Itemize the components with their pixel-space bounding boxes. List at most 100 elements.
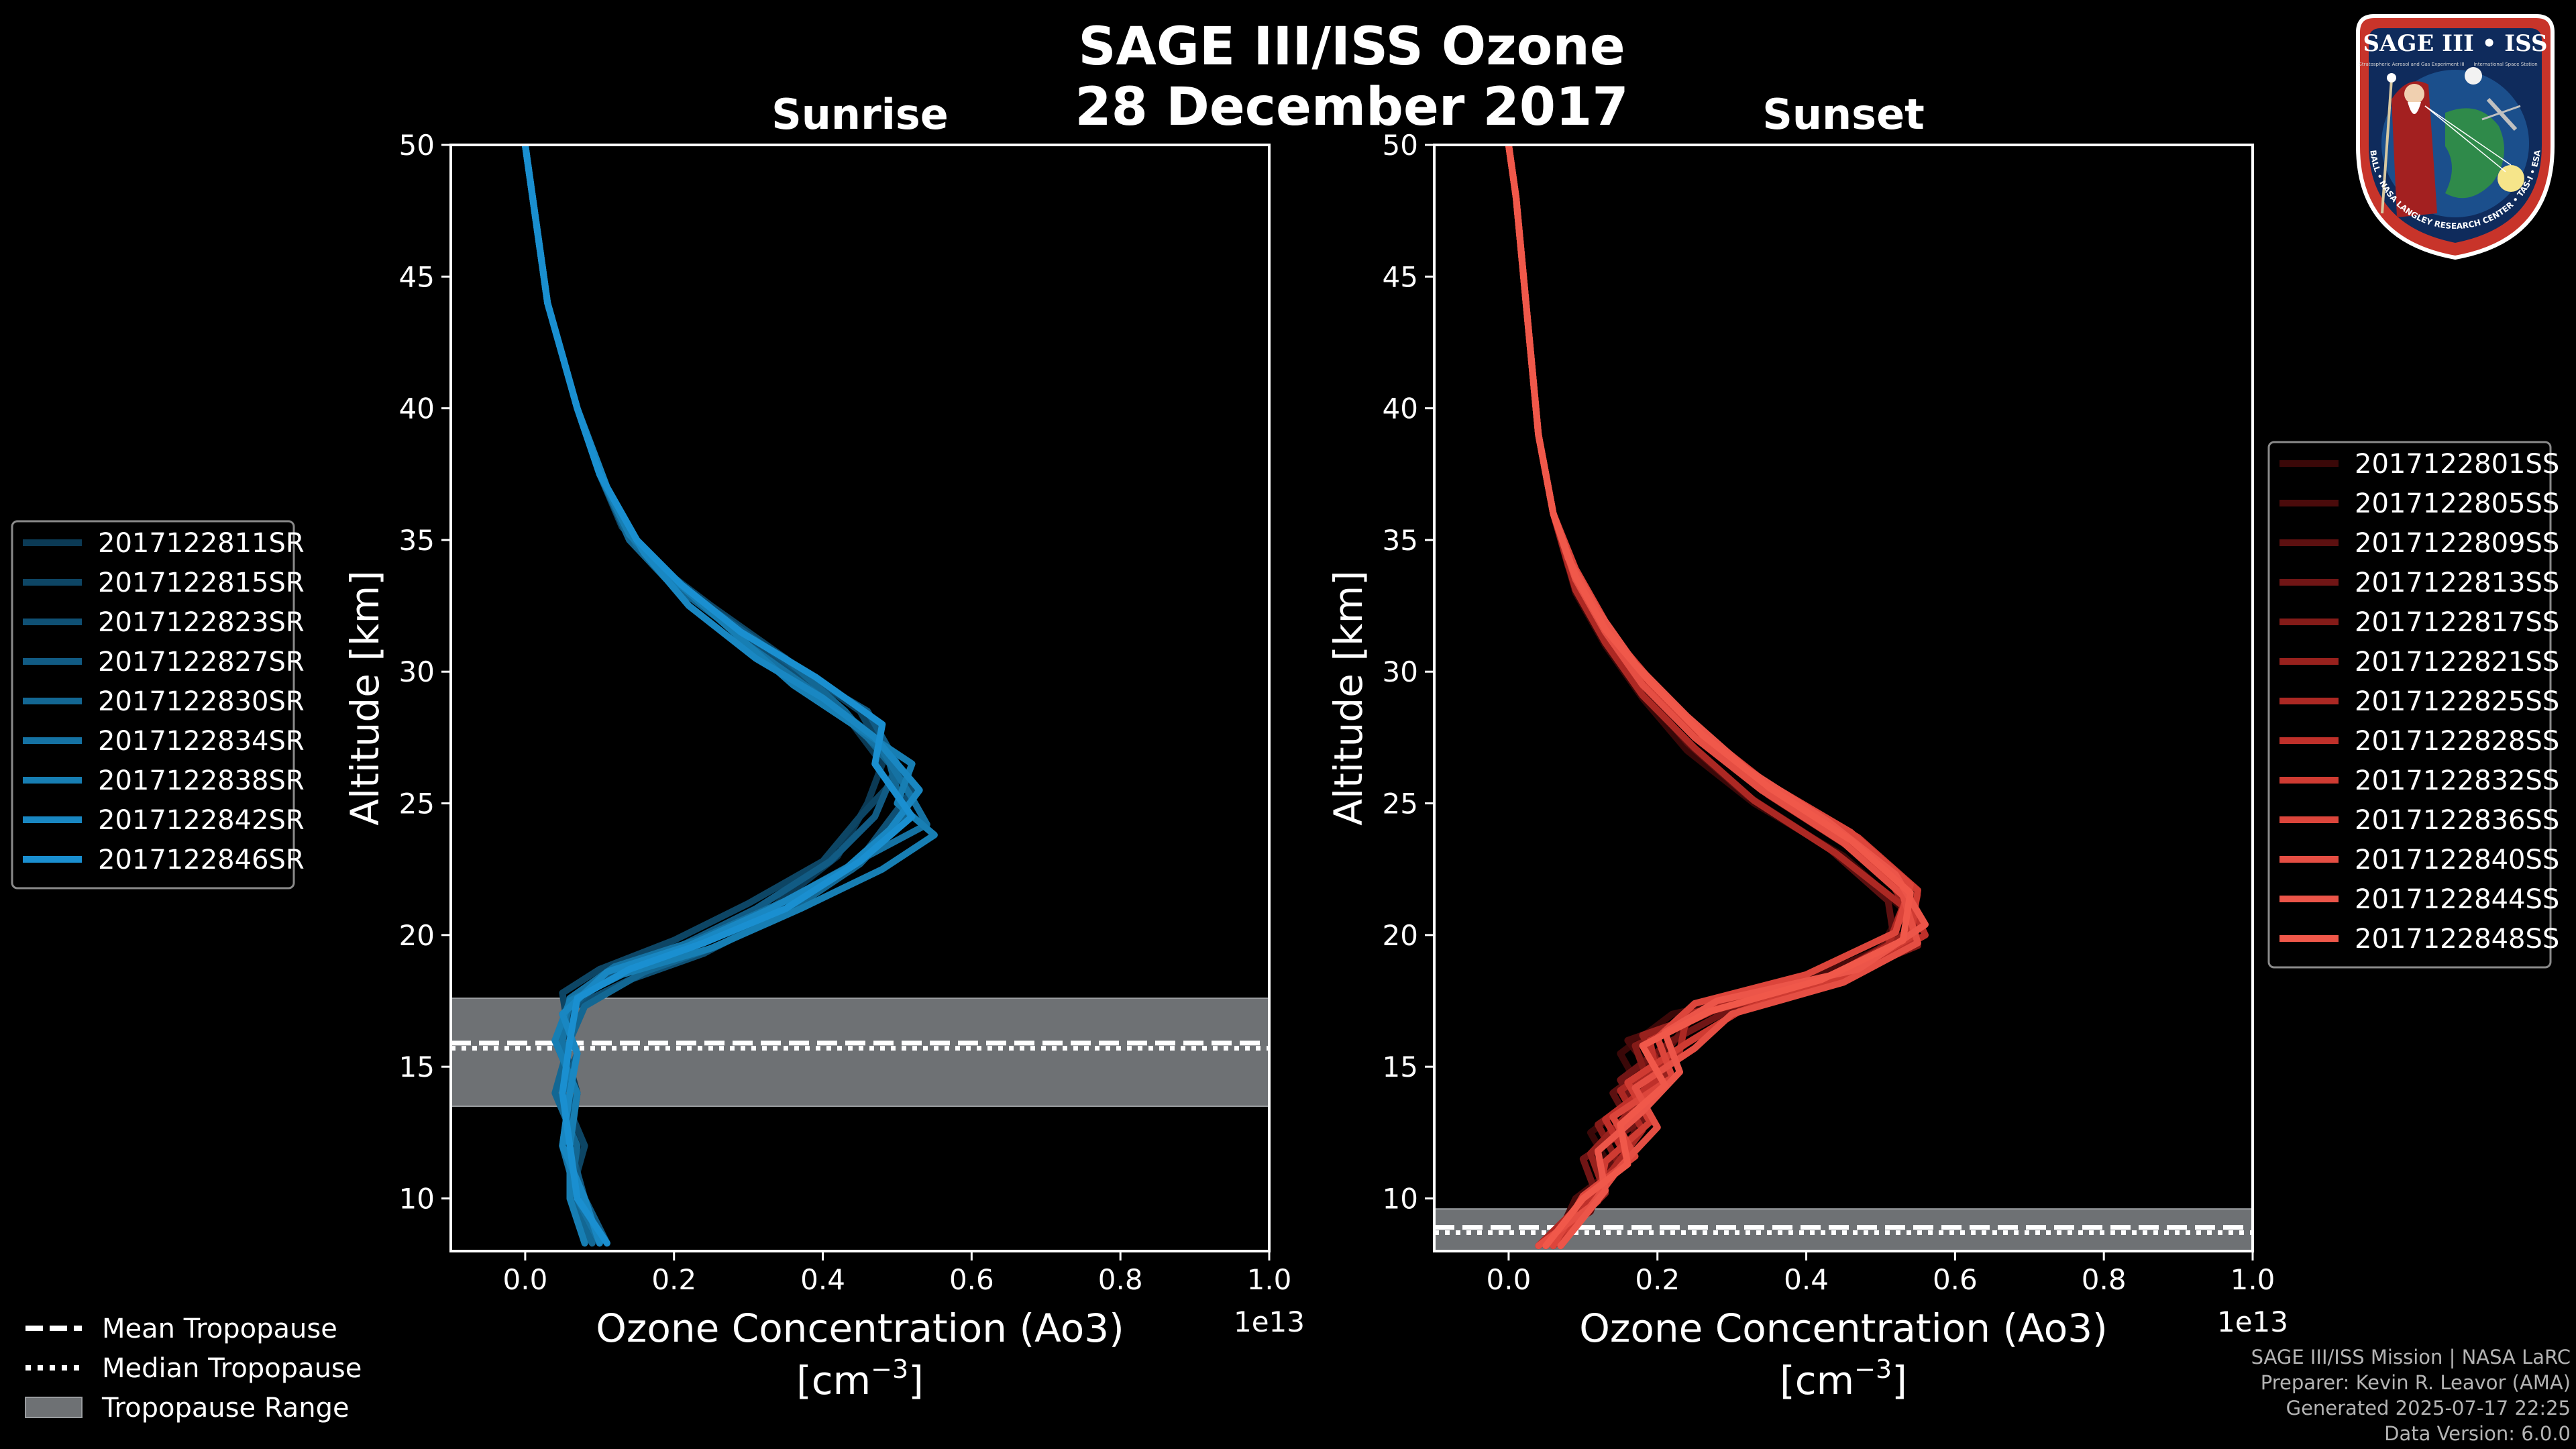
legend-label: 2017122834SR [98,726,305,757]
legend-item: 2017122846SR [23,845,305,875]
credits-mission: SAGE III/ISS Mission | NASA LaRC [2251,1346,2571,1368]
credits-generated: Generated 2025-07-17 22:25 [2286,1397,2571,1419]
sunrise-panel: 0.0 0.2 0.4 0.6 0.8 1.0 10 15 20 25 30 35 40 45 50 1e13… [11,90,1305,1403]
legend-label: 2017122846SR [98,845,305,875]
credits-data-version: Data Version: 6.0.0 [2384,1422,2571,1445]
x-tick-label: 0.6 [1933,1263,1978,1296]
x-tick-label: 0.0 [503,1263,548,1296]
legend-mean-tropopause: Mean Tropopause [25,1313,337,1344]
sunset-panel: 0.0 0.2 0.4 0.6 0.8 1.0 10 15 20 25 30 35 40 45 50 1e13… [1326,90,2559,1403]
legend-box [11,520,295,890]
legend-label: 2017122801SS [2355,449,2559,480]
legend-label: 2017122805SS [2355,488,2559,519]
legend-item: 2017122832SS [2279,765,2559,796]
legend-median-tropopause: Median Tropopause [25,1353,362,1384]
series-line-2017122805SS [1505,145,1921,1250]
legend-label: 2017122827SR [98,647,305,678]
legend-tropopause-range: Tropopause Range [25,1393,350,1424]
legend-item: 2017122805SS [2279,488,2559,519]
legend-label: 2017122821SS [2355,647,2559,678]
panel-title: Sunset [1762,90,1925,139]
tropopause-range-band [451,998,1269,1108]
y-axis-label: Altitude [km] [1326,570,1371,825]
series-line-2017122836SS [1505,145,1914,1250]
figure-subtitle: 28 December 2017 [1075,77,1628,138]
legend-item: 2017122809SS [2279,528,2559,559]
legend-item: 2017122830SR [23,686,305,717]
y-tick-label: 20 [1383,919,1418,952]
credits-block: SAGE III/ISS Mission | NASA LaRC Prepare… [2251,1344,2571,1446]
legend-label: 2017122832SS [2355,765,2559,796]
legend-label: 2017122842SR [98,805,305,836]
y-tick-label: 25 [1383,788,1418,820]
series-line-2017122848SS [1505,145,1914,1250]
x-axis-units: [cm−3] [796,1354,924,1403]
axes-frame [449,144,1271,1252]
legend-label: Tropopause Range [101,1393,350,1424]
series-line-2017122801SS [1505,145,1907,1250]
series-line-2017122828SS [1505,145,1929,1250]
legend-item: 2017122823SR [23,607,305,638]
x-axis-label: Ozone Concentration (Ao3) [1579,1305,2108,1351]
x-tick-label: 1.0 [2231,1263,2275,1296]
credits-preparer: Preparer: Kevin R. Leavor (AMA) [2260,1371,2571,1394]
y-tick-label: 50 [1383,129,1418,162]
legend-item: 2017122811SR [23,528,305,559]
series-legend: 2017122801SS 2017122805SS 2017122809SS 2017… [2267,441,2559,969]
series-line-2017122840SS [1505,145,1921,1250]
y-tick-label: 30 [1383,655,1418,688]
series-line-2017122813SS [1505,145,1914,1250]
legend-label: 2017122815SR [98,568,305,598]
figure-title: SAGE III/ISS Ozone [1078,17,1625,77]
legend-label: 2017122825SS [2355,686,2559,717]
legend-item: 2017122815SR [23,568,305,598]
legend-item: 2017122801SS [2279,449,2559,480]
y-tick-label: 40 [399,392,435,425]
legend-label: Mean Tropopause [102,1313,337,1344]
legend-label: 2017122840SS [2355,845,2559,875]
y-tick-label: 25 [399,788,435,820]
sage-iii-iss-logo: SAGE III • ISS Stratospheric Aerosol and… [2345,12,2566,262]
x-tick-label: 0.0 [1487,1263,1532,1296]
y-tick-label: 15 [1383,1051,1418,1083]
legend-item: 2017122825SS [2279,686,2559,717]
legend-label: 2017122836SS [2355,805,2559,836]
x-tick-label: 0.2 [1635,1263,1680,1296]
legend-label: 2017122830SR [98,686,305,717]
x-tick-label: 1.0 [1247,1263,1292,1296]
x-tick-label: 0.4 [800,1263,845,1296]
legend-item: 2017122848SS [2279,924,2559,955]
logo-inner-left: Stratospheric Aerosol and Gas Experiment… [2359,62,2464,67]
panel-title: Sunrise [771,90,949,139]
y-tick-label: 40 [1383,392,1418,425]
x-scale-multiplier: 1e13 [1234,1305,1305,1338]
y-tick-label: 35 [1383,524,1418,557]
logo-inner-right: International Space Station [2473,62,2537,67]
legend-label: Median Tropopause [102,1353,362,1384]
x-tick-label: 0.6 [949,1263,994,1296]
legend-swatch [25,1397,83,1418]
legend-box [2267,441,2552,969]
legend-label: 2017122848SS [2355,924,2559,955]
legend-label: 2017122813SS [2355,568,2559,598]
x-tick-label: 0.8 [1098,1263,1143,1296]
legend-label: 2017122838SR [98,765,305,796]
series-legend: 2017122811SR 2017122815SR 2017122823SR 2017… [11,520,305,890]
y-tick-label: 30 [399,655,435,688]
y-tick-label: 10 [399,1182,435,1215]
legend-item: 2017122836SS [2279,805,2559,836]
legend-item: 2017122827SR [23,647,305,678]
x-axis-units: [cm−3] [1780,1354,1907,1403]
tropopause-legend: Mean Tropopause Median Tropopause Tropopau… [25,1313,362,1424]
series-line-2017122844SS [1505,145,1929,1250]
legend-item: 2017122834SR [23,726,305,757]
x-tick-label: 0.4 [1784,1263,1829,1296]
x-tick-label: 0.2 [651,1263,696,1296]
series-line-2017122832SS [1505,145,1921,1250]
legend-item: 2017122821SS [2279,647,2559,678]
legend-item: 2017122840SS [2279,845,2559,875]
legend-item: 2017122838SR [23,765,305,796]
y-tick-label: 20 [399,919,435,952]
y-tick-label: 45 [1383,260,1418,293]
